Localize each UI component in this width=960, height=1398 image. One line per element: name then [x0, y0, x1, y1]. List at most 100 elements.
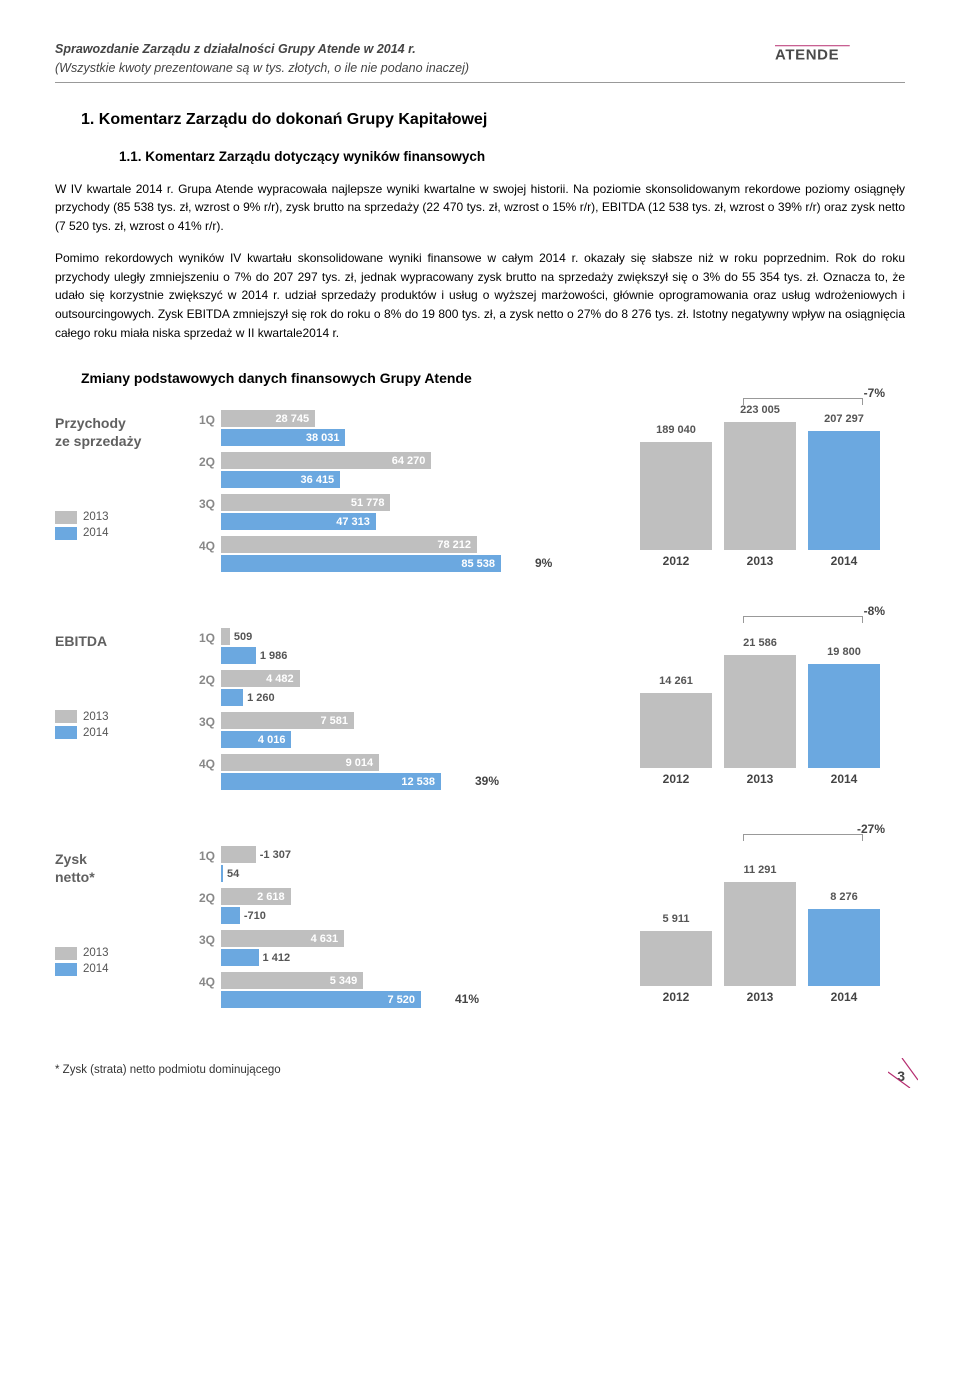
- bar-value: 4 631: [311, 933, 339, 945]
- annual-bar: 14 261: [640, 693, 712, 768]
- chart-group: EBITDA201320141Q5091 9862Q4 4821 2603Q7 …: [55, 628, 905, 796]
- quarterly-chart: 1Q-1 307542Q2 618-7103Q4 6311 4124Q5 349…: [195, 846, 615, 1014]
- bar-value: 78 212: [437, 539, 471, 551]
- annual-chart: -7%189 040223 005207 297201220132014: [625, 410, 895, 578]
- quarter-label: 4Q: [195, 754, 221, 771]
- annual-year: 2012: [640, 554, 712, 568]
- bar-value: 36 415: [301, 474, 335, 486]
- header-line2: (Wszystkie kwoty prezentowane są w tys. …: [55, 61, 469, 75]
- annual-bar-value: 8 276: [808, 891, 880, 903]
- annual-pct: -8%: [864, 604, 885, 618]
- annual-year: 2012: [640, 990, 712, 1004]
- bracket: [743, 834, 863, 840]
- bar: 78 212: [221, 536, 477, 553]
- bar-value: 64 270: [392, 455, 426, 467]
- annual-year: 2014: [808, 554, 880, 568]
- bar-value: 85 538: [461, 558, 495, 570]
- bar: 28 745: [221, 410, 315, 427]
- quarter-row: 1Q 509 1 986: [195, 628, 615, 666]
- bar-value: 509: [234, 631, 252, 643]
- bar: 2 618: [221, 888, 291, 905]
- quarter-row: 1Q28 74538 031: [195, 410, 615, 448]
- legend-2014: 2014: [55, 726, 195, 739]
- bar-value: -710: [244, 910, 266, 922]
- quarter-row: 3Q 4 631 1 412: [195, 930, 615, 968]
- chart-group: Zysknetto*201320141Q-1 307542Q2 618-7103…: [55, 846, 905, 1014]
- annual-bar: 8 276: [808, 909, 880, 986]
- metric-label: EBITDA: [55, 632, 195, 650]
- bar: 5 349: [221, 972, 363, 989]
- bar-value: 9 014: [346, 757, 374, 769]
- bar: 12 538: [221, 773, 441, 790]
- annual-year: 2013: [724, 772, 796, 786]
- annual-chart: -27%5 91111 2918 276201220132014: [625, 846, 895, 1014]
- heading-2: 1.1. Komentarz Zarządu dotyczący wyników…: [119, 149, 905, 164]
- bar-value: 12 538: [401, 776, 435, 788]
- bar: 36 415: [221, 471, 340, 488]
- annual-pct: -7%: [864, 386, 885, 400]
- legend-2013: 2013: [55, 947, 195, 960]
- svg-text:ATENDE: ATENDE: [775, 47, 839, 64]
- annual-bar-value: 21 586: [724, 637, 796, 649]
- bar-value: 51 778: [351, 497, 385, 509]
- annual-bar: 11 291: [724, 882, 796, 986]
- annual-chart: -8%14 26121 58619 800201220132014: [625, 628, 895, 796]
- bar-value: 1 260: [247, 692, 275, 704]
- annual-bar: 223 005: [724, 422, 796, 550]
- chart-group: Przychody ze sprzedaży201320141Q28 74538…: [55, 410, 905, 578]
- quarter-row: 2Q4 4821 260: [195, 670, 615, 708]
- bar-value: 2 618: [257, 891, 285, 903]
- quarter-row: 2Q64 27036 415: [195, 452, 615, 490]
- paragraph-2: Pomimo rekordowych wyników IV kwartału s…: [55, 249, 905, 342]
- legend-2014: 2014: [55, 963, 195, 976]
- bar: 1 412: [221, 949, 259, 966]
- bar: 85 538: [221, 555, 501, 572]
- legend-2013: 2013: [55, 511, 195, 524]
- quarter-row: 4Q5 349 7 520: [195, 972, 615, 1010]
- quarter-label: 3Q: [195, 494, 221, 511]
- annual-bar: 189 040: [640, 442, 712, 550]
- paragraph-1: W IV kwartale 2014 r. Grupa Atende wypra…: [55, 180, 905, 236]
- bar-value: 7 520: [387, 994, 415, 1006]
- brand-logo: ATENDE: [775, 42, 905, 71]
- header-text: Sprawozdanie Zarządu z działalności Grup…: [55, 40, 469, 78]
- footnote: * Zysk (strata) netto podmiotu dominując…: [55, 1064, 905, 1076]
- bar: 47 313: [221, 513, 376, 530]
- metric-label: Przychody ze sprzedaży: [55, 414, 195, 450]
- metric-label: Zysknetto*: [55, 850, 195, 886]
- bar: 7 520: [221, 991, 421, 1008]
- quarter-label: 1Q: [195, 628, 221, 645]
- legend: 2013 2014: [55, 947, 195, 976]
- bar: 7 581: [221, 712, 354, 729]
- quarter-row: 3Q 51 778 47 313: [195, 494, 615, 532]
- charts-container: Przychody ze sprzedaży 2013 2014 1Q 28 745 38…: [55, 410, 905, 1014]
- quarter-label: 1Q: [195, 846, 221, 863]
- bar: 1 260: [221, 689, 243, 706]
- bar-value: 47 313: [336, 516, 370, 528]
- annual-bar: 5 911: [640, 931, 712, 986]
- quarter-row: 1Q-1 30754: [195, 846, 615, 884]
- bar-value: 7 581: [320, 715, 348, 727]
- annual-year: 2014: [808, 990, 880, 1004]
- section-title: Zmiany podstawowych danych finansowych G…: [81, 370, 905, 386]
- quarter-row: 3Q 7 581 4 016: [195, 712, 615, 750]
- bar: 1 986: [221, 647, 256, 664]
- bar: 38 031: [221, 429, 345, 446]
- annual-year: 2013: [724, 554, 796, 568]
- corner-decoration: [888, 1058, 918, 1088]
- quarter-row: 2Q2 618-710: [195, 888, 615, 926]
- quarter-label: 3Q: [195, 930, 221, 947]
- header-line1: Sprawozdanie Zarządu z działalności Grup…: [55, 42, 416, 56]
- bar-value: 4 016: [258, 734, 286, 746]
- annual-bar: 207 297: [808, 431, 880, 550]
- quarter-pct: 39%: [475, 774, 499, 788]
- quarter-pct: 41%: [455, 992, 479, 1006]
- annual-bar-value: 14 261: [640, 675, 712, 687]
- quarter-label: 4Q: [195, 972, 221, 989]
- bar: 54: [221, 865, 223, 882]
- bar-value: 4 482: [266, 673, 294, 685]
- bar-value: 28 745: [275, 413, 309, 425]
- bar: 4 016: [221, 731, 291, 748]
- quarter-row: 4Q 9 014 12 538: [195, 754, 615, 792]
- quarter-label: 3Q: [195, 712, 221, 729]
